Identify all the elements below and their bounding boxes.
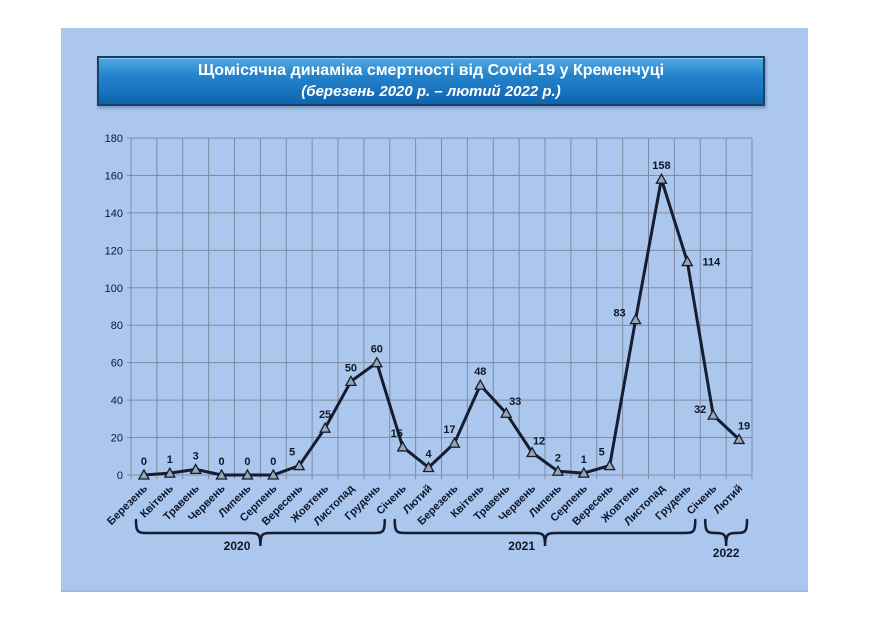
data-point-marker: [500, 406, 513, 418]
y-axis-label: 80: [111, 320, 123, 332]
data-point-label: 12: [533, 436, 545, 448]
y-axis-label: 60: [111, 358, 123, 370]
data-point-marker: [241, 468, 254, 480]
data-point-label: 4: [426, 449, 433, 461]
data-point-label: 5: [599, 447, 605, 459]
data-point-marker: [137, 468, 151, 480]
data-point-label: 1: [167, 454, 173, 466]
data-point-marker: [163, 466, 176, 478]
data-point-label: 0: [270, 456, 276, 468]
data-point-marker: [344, 375, 358, 387]
year-label-2021: 2021: [508, 539, 535, 553]
x-axis-month-label: Лютий: [711, 483, 745, 517]
data-point-marker: [318, 421, 332, 433]
data-point-label: 158: [652, 160, 670, 172]
y-axis-label: 40: [111, 395, 123, 407]
data-point-marker: [474, 378, 487, 390]
data-point-marker: [525, 446, 539, 458]
data-point-label: 25: [319, 409, 331, 421]
y-axis-label: 120: [105, 245, 123, 257]
data-point-label: 15: [391, 428, 403, 440]
data-point-label: 17: [443, 424, 455, 436]
chart-title-line1: Щомісячна динаміка смертності від Covid-…: [197, 62, 665, 80]
y-axis-label: 20: [111, 433, 123, 445]
chart-title-bar: Щомісячна динаміка смертності від Covid-…: [97, 56, 765, 106]
data-point-marker: [655, 172, 668, 184]
data-point-label: 3: [193, 450, 199, 462]
data-point-marker: [629, 313, 642, 325]
y-axis-label: 180: [105, 133, 123, 145]
year-label-2020: 2020: [224, 539, 251, 553]
year-brace-2020: [134, 518, 386, 547]
data-point-label: 33: [509, 396, 521, 408]
y-axis-label: 100: [105, 283, 123, 295]
data-point-label: 32: [694, 404, 706, 416]
data-line: [143, 177, 741, 477]
y-axis-label: 0: [117, 470, 123, 482]
y-axis-label: 160: [105, 170, 123, 182]
data-point-label: 5: [289, 447, 295, 459]
data-point-marker: [396, 440, 409, 452]
data-point-label: 50: [345, 362, 357, 374]
data-point-marker: [422, 461, 435, 473]
data-point-marker: [603, 459, 616, 471]
data-point-marker: [293, 459, 306, 471]
data-point-marker: [448, 436, 461, 448]
data-point-label: 0: [141, 456, 147, 468]
data-point-marker: [267, 468, 280, 480]
line-chart: 020406080100120140160180БерезеньКвітеньТ…: [105, 133, 753, 560]
data-point-label: 0: [219, 456, 225, 468]
data-point-marker: [551, 464, 565, 476]
chart-title-line2: (березень 2020 р. – лютий 2022 р.): [301, 82, 561, 100]
data-point-marker: [681, 255, 694, 267]
data-point-marker: [732, 433, 746, 445]
data-point-label: 0: [244, 456, 250, 468]
y-axis-label: 140: [105, 208, 123, 220]
data-point-marker: [370, 356, 383, 368]
year-label-2022: 2022: [713, 546, 740, 560]
data-point-label: 1: [581, 454, 587, 466]
data-point-label: 48: [474, 366, 486, 378]
data-point-label: 2: [555, 452, 561, 464]
data-point-label: 60: [371, 344, 383, 356]
data-point-label: 19: [738, 420, 750, 432]
data-point-marker: [577, 466, 590, 478]
data-point-label: 83: [613, 308, 625, 320]
data-point-marker: [189, 463, 202, 475]
data-point-marker: [215, 468, 228, 480]
year-brace-2022: [704, 518, 749, 547]
data-point-label: 114: [702, 257, 721, 269]
year-brace-2021: [393, 518, 697, 547]
data-point-marker: [707, 408, 720, 420]
chart-panel: 0 20 40 60 80 100 120 140 160 180 Березень Квітень Т…: [61, 28, 808, 592]
x-axis-month-label: Березень: [105, 482, 150, 527]
